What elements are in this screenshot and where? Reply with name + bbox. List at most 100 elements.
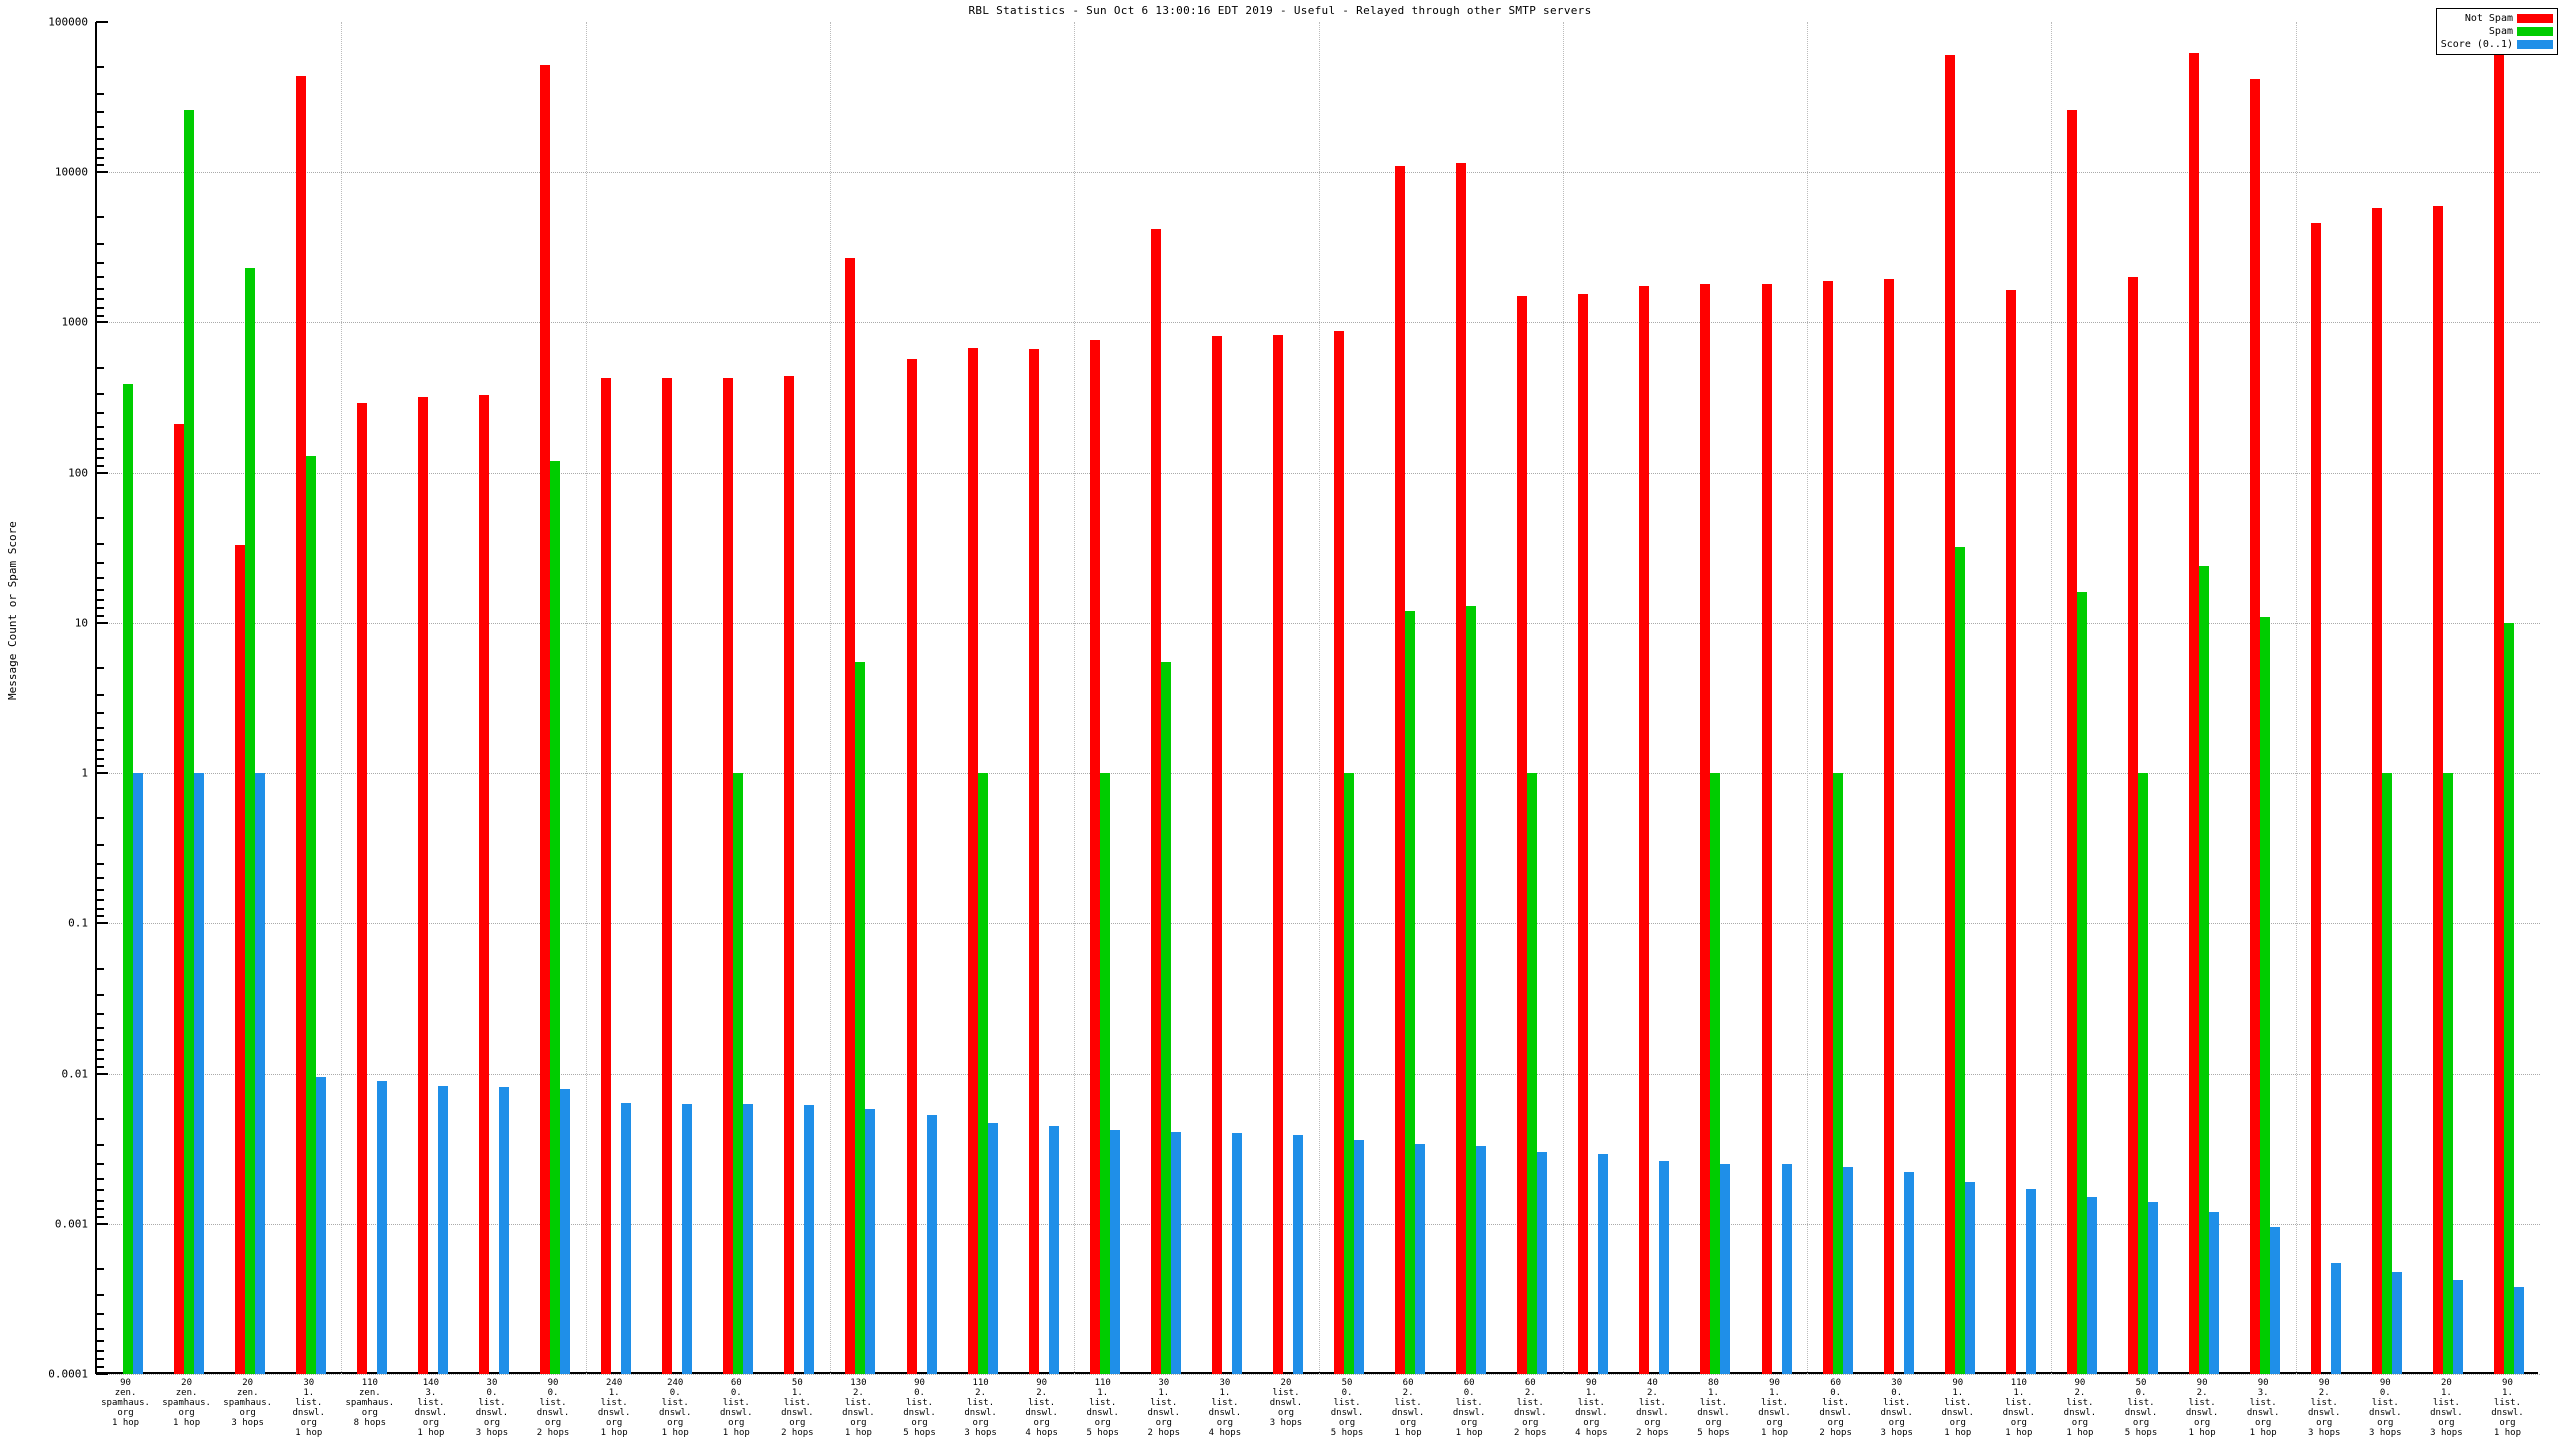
bar-spam[interactable]	[550, 460, 561, 1374]
bar-score[interactable]	[1781, 1164, 1792, 1374]
bar-spam[interactable]	[1832, 773, 1843, 1374]
bar-not-spam[interactable]	[2066, 109, 2077, 1374]
bar-score[interactable]	[1537, 1152, 1548, 1374]
bar-group[interactable]	[295, 22, 326, 1374]
bar-not-spam[interactable]	[540, 64, 551, 1374]
bar-score[interactable]	[560, 1088, 571, 1374]
bar-group[interactable]	[113, 22, 143, 1374]
bar-spam[interactable]	[244, 268, 255, 1374]
bar-group[interactable]	[1883, 22, 1914, 1374]
bar-score[interactable]	[132, 773, 143, 1374]
bar-score[interactable]	[254, 773, 265, 1374]
bar-group[interactable]	[2128, 22, 2158, 1374]
bar-spam[interactable]	[1466, 605, 1477, 1374]
bar-not-spam[interactable]	[784, 376, 795, 1374]
bar-not-spam[interactable]	[356, 403, 367, 1374]
bar-spam[interactable]	[2382, 773, 2393, 1374]
bar-group[interactable]	[478, 22, 509, 1374]
bar-not-spam[interactable]	[2189, 53, 2200, 1374]
bar-group[interactable]	[662, 22, 693, 1374]
bar-score[interactable]	[1170, 1131, 1181, 1374]
bar-group[interactable]	[173, 22, 204, 1374]
bar-group[interactable]	[2494, 22, 2525, 1374]
bar-score[interactable]	[2148, 1201, 2158, 1374]
bar-not-spam[interactable]	[601, 377, 612, 1374]
bar-score[interactable]	[1903, 1172, 1914, 1374]
bar-not-spam[interactable]	[1639, 285, 1650, 1374]
bar-group[interactable]	[2311, 22, 2342, 1374]
bar-group[interactable]	[1272, 22, 1303, 1374]
bar-not-spam[interactable]	[2311, 222, 2322, 1374]
bar-not-spam[interactable]	[1028, 348, 1039, 1374]
bar-group[interactable]	[1517, 22, 1548, 1374]
bar-group[interactable]	[540, 22, 571, 1374]
legend-item[interactable]: Spam	[2441, 25, 2553, 38]
bar-group[interactable]	[1700, 22, 1731, 1374]
bar-score[interactable]	[315, 1076, 326, 1374]
bar-score[interactable]	[2270, 1227, 2281, 1374]
bar-spam[interactable]	[855, 661, 866, 1374]
bar-not-spam[interactable]	[1395, 166, 1406, 1374]
bar-spam[interactable]	[1160, 661, 1171, 1374]
bar-not-spam[interactable]	[906, 359, 917, 1374]
bar-spam[interactable]	[2138, 773, 2148, 1374]
bar-score[interactable]	[1415, 1143, 1426, 1374]
bar-score[interactable]	[1659, 1161, 1670, 1374]
bar-not-spam[interactable]	[2250, 78, 2261, 1374]
bar-score[interactable]	[1048, 1125, 1059, 1374]
bar-not-spam[interactable]	[662, 377, 673, 1374]
bar-not-spam[interactable]	[1944, 55, 1955, 1374]
bar-group[interactable]	[1089, 22, 1120, 1374]
bar-group[interactable]	[1150, 22, 1181, 1374]
bar-not-spam[interactable]	[967, 347, 978, 1374]
bar-spam[interactable]	[977, 773, 988, 1374]
bar-group[interactable]	[601, 22, 632, 1374]
bar-not-spam[interactable]	[1334, 330, 1345, 1374]
bar-score[interactable]	[2331, 1262, 2342, 1374]
bar-not-spam[interactable]	[1456, 163, 1467, 1374]
bar-group[interactable]	[417, 22, 448, 1374]
bar-spam[interactable]	[1344, 773, 1355, 1374]
bar-group[interactable]	[2433, 22, 2464, 1374]
bar-score[interactable]	[1598, 1154, 1609, 1374]
bar-not-spam[interactable]	[1822, 280, 1833, 1374]
bar-not-spam[interactable]	[1089, 340, 1100, 1374]
bar-not-spam[interactable]	[2494, 28, 2505, 1374]
bar-not-spam[interactable]	[295, 75, 306, 1374]
bar-score[interactable]	[621, 1102, 632, 1374]
bar-not-spam[interactable]	[2433, 205, 2444, 1374]
bar-group[interactable]	[1211, 22, 1242, 1374]
bar-not-spam[interactable]	[1150, 228, 1161, 1374]
bar-not-spam[interactable]	[1517, 296, 1528, 1374]
bar-group[interactable]	[906, 22, 937, 1374]
bar-not-spam[interactable]	[2005, 289, 2016, 1374]
bar-score[interactable]	[987, 1122, 998, 1374]
bar-not-spam[interactable]	[1211, 336, 1222, 1374]
bar-not-spam[interactable]	[173, 424, 184, 1374]
bar-score[interactable]	[865, 1109, 876, 1374]
bar-spam[interactable]	[1099, 773, 1110, 1374]
bar-group[interactable]	[2005, 22, 2036, 1374]
bar-spam[interactable]	[2504, 622, 2515, 1374]
bar-not-spam[interactable]	[1578, 293, 1589, 1374]
bar-spam[interactable]	[1710, 773, 1721, 1374]
bar-score[interactable]	[2025, 1189, 2036, 1374]
bar-score[interactable]	[926, 1114, 937, 1374]
bar-group[interactable]	[2189, 22, 2220, 1374]
bar-spam[interactable]	[305, 455, 316, 1374]
bar-score[interactable]	[1292, 1135, 1303, 1374]
bar-not-spam[interactable]	[234, 545, 245, 1374]
bar-group[interactable]	[2372, 22, 2403, 1374]
bar-group[interactable]	[1578, 22, 1609, 1374]
bar-spam[interactable]	[122, 383, 133, 1374]
bar-score[interactable]	[1354, 1140, 1365, 1374]
bar-spam[interactable]	[2260, 616, 2271, 1374]
bar-group[interactable]	[784, 22, 815, 1374]
bar-not-spam[interactable]	[845, 257, 856, 1374]
bar-score[interactable]	[2453, 1280, 2464, 1374]
bar-group[interactable]	[1639, 22, 1670, 1374]
bar-score[interactable]	[1964, 1181, 1975, 1374]
bar-score[interactable]	[376, 1081, 387, 1374]
bar-score[interactable]	[2086, 1197, 2097, 1374]
bar-group[interactable]	[1334, 22, 1365, 1374]
